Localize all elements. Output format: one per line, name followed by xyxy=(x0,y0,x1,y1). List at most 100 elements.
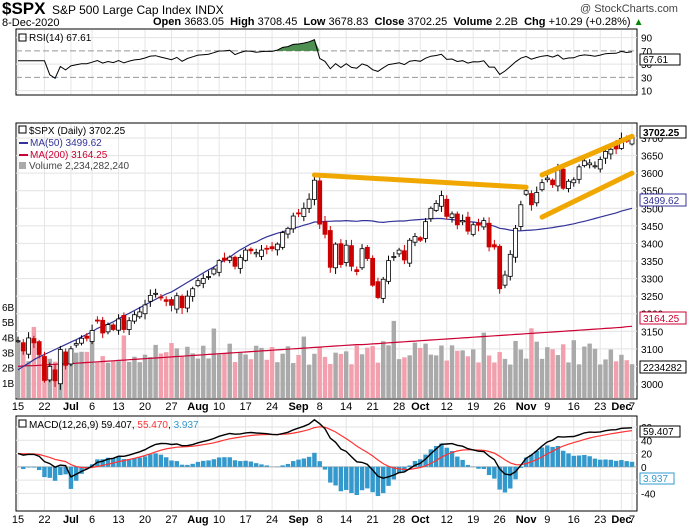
macd-histogram-bar xyxy=(465,464,471,467)
macd-histogram-bar xyxy=(312,452,317,467)
rsi-panel-frame xyxy=(15,28,638,96)
volume-bar xyxy=(148,357,153,398)
macd-histogram-bar xyxy=(179,464,185,467)
volume-bar xyxy=(587,343,592,398)
volume-bar xyxy=(571,340,576,398)
macd-histogram-bar xyxy=(58,466,63,476)
macd-histogram-bar xyxy=(555,445,561,467)
volume-bar xyxy=(84,351,90,398)
candle-body xyxy=(89,330,95,342)
volume-bar xyxy=(555,355,561,398)
rsi-legend-swatch xyxy=(18,33,27,42)
volume-bar xyxy=(26,361,31,398)
volume-bar xyxy=(465,356,471,398)
price-tick-label: 3250 xyxy=(641,292,664,303)
candle-body xyxy=(544,177,550,181)
candle-body xyxy=(206,276,211,278)
close-value: 3702.25 xyxy=(407,16,448,28)
ma200-current-box: 3164.25 xyxy=(639,311,687,325)
candle-body xyxy=(269,246,275,250)
candle-body xyxy=(84,335,90,339)
candle-body xyxy=(481,220,487,228)
x-tick-label: Sep xyxy=(288,401,308,413)
macd-histogram-bar xyxy=(613,460,619,467)
volume-bar xyxy=(619,354,624,398)
macd-series xyxy=(17,418,635,497)
candle-body xyxy=(31,338,37,344)
macd-histogram-bar xyxy=(603,459,608,467)
candle-body xyxy=(476,222,481,226)
macd-histogram-bar xyxy=(126,458,132,467)
candle-body xyxy=(412,236,418,243)
candle-body xyxy=(333,243,338,269)
volume-bar xyxy=(317,347,322,398)
x-tick-label: 7 xyxy=(629,514,635,526)
trendlines xyxy=(311,133,635,220)
macd-histogram-bar xyxy=(624,461,629,467)
x-tick-label: Jul xyxy=(63,401,79,413)
candle-body xyxy=(174,295,180,310)
price-current-text: 3702.25 xyxy=(643,128,680,139)
volume-bar xyxy=(285,346,291,398)
volume-tick-label: 1B xyxy=(2,379,15,390)
volume-bar xyxy=(375,362,381,398)
x-tick-label: 28 xyxy=(393,401,405,413)
macd-histogram-bar xyxy=(455,456,460,467)
x-tick-label: 24 xyxy=(266,401,278,413)
candle-body xyxy=(216,260,222,273)
macd-histogram-bar xyxy=(100,459,105,467)
candle-body xyxy=(518,204,524,227)
candle-body xyxy=(550,179,556,186)
volume-bar xyxy=(116,361,121,398)
candle-body xyxy=(428,207,434,219)
volume-bar xyxy=(523,358,529,398)
x-tick-label: 15 xyxy=(12,514,24,526)
volume-bar xyxy=(370,346,375,398)
candle-body xyxy=(608,148,614,155)
macd-histogram-bar xyxy=(211,459,217,467)
macd-histogram-bar xyxy=(31,466,37,468)
candle-body xyxy=(317,180,323,225)
macd-histogram-bar xyxy=(190,463,195,467)
volume-bar xyxy=(418,347,423,398)
x-tick-label: Sep xyxy=(288,514,308,526)
x-tick-label: 12 xyxy=(441,514,453,526)
volume-bar xyxy=(518,349,524,398)
candle-body xyxy=(306,198,312,209)
ma200-line xyxy=(17,325,633,367)
candle-body xyxy=(571,179,577,184)
macd-histogram-bar xyxy=(47,466,52,478)
volume-bar xyxy=(603,359,608,398)
macd-legend-prefix: MACD(12,26,9) xyxy=(29,420,98,431)
candle-body xyxy=(195,280,201,287)
x-tick-label: 14 xyxy=(340,401,352,413)
macd-histogram-bar xyxy=(148,454,153,467)
volume-label: Volume xyxy=(453,16,493,28)
volume-current-text: 2234282 xyxy=(643,363,682,374)
x-tick-label: 8 xyxy=(317,401,323,413)
volume-bar xyxy=(275,362,280,398)
candle-body xyxy=(486,222,492,248)
security-name: S&P 500 Large Cap Index xyxy=(52,3,192,17)
price-tick-label: 3000 xyxy=(641,380,664,391)
macd-histogram-bar xyxy=(359,466,365,491)
x-tick-label: 6 xyxy=(89,401,95,413)
volume-tick-label: 2B xyxy=(2,364,15,375)
macd-histogram-bar xyxy=(529,454,534,467)
rsi-tick-label: 50 xyxy=(641,60,653,71)
candle-body xyxy=(116,318,121,331)
volume-bar xyxy=(476,362,481,398)
volume-bar xyxy=(354,345,359,398)
x-tick-label: 21 xyxy=(367,514,379,526)
price-tick-label: 3100 xyxy=(641,345,664,356)
volume-bar xyxy=(412,342,418,398)
candle-body xyxy=(26,337,31,355)
candle-body xyxy=(222,257,227,261)
volume-bar xyxy=(163,352,169,398)
volume-legend-text: Volume 2,234,282,240 xyxy=(29,161,130,172)
price-legend-main: $SPX (Daily) 3702.25 xyxy=(29,126,126,137)
macd-histogram-bar xyxy=(545,445,550,467)
volume-bar xyxy=(629,364,635,398)
candle-body xyxy=(560,168,566,189)
macd-histogram-bar xyxy=(36,466,42,471)
